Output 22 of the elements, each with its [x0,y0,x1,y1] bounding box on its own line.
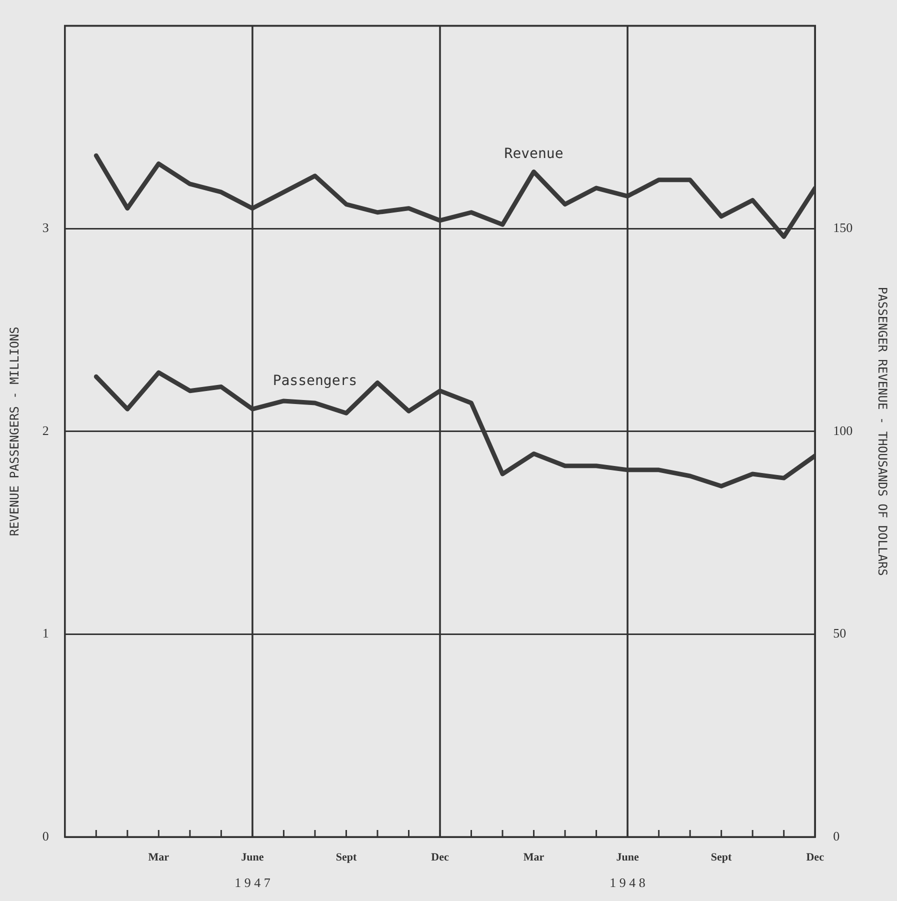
text: 1 9 4 8 [610,875,646,890]
y2-axis-title: PASSENGER REVENUE - THOUSANDS OF DOLLARS [876,286,890,576]
x-tick-label: Sept [710,851,732,864]
y-tick-label: 0 [42,828,49,844]
x-tick-label: Dec [431,851,449,864]
x-tick-label: Mar [148,851,170,864]
series-label: Passengers [272,373,358,390]
y2-tick-label: 50 [833,626,846,641]
x-tick-label: June [241,851,264,864]
y-tick-label: 3 [42,220,49,236]
y-axis-title: REVENUE PASSENGERS - MILLIONS [7,326,22,536]
x-tick-label: Dec [806,851,824,864]
text: 1 9 4 7 [234,875,271,890]
series-label: Revenue [504,146,564,162]
x-tick-label: June [616,851,639,864]
y2-tick-label: 150 [833,220,853,236]
y2-tick-label: 0 [833,828,840,844]
y-tick-label: 2 [42,422,49,438]
y-tick-label: 1 [42,626,49,641]
x-tick-label: Mar [523,851,544,864]
x-tick-label: Sept [336,851,357,864]
y2-tick-label: 100 [833,422,853,438]
